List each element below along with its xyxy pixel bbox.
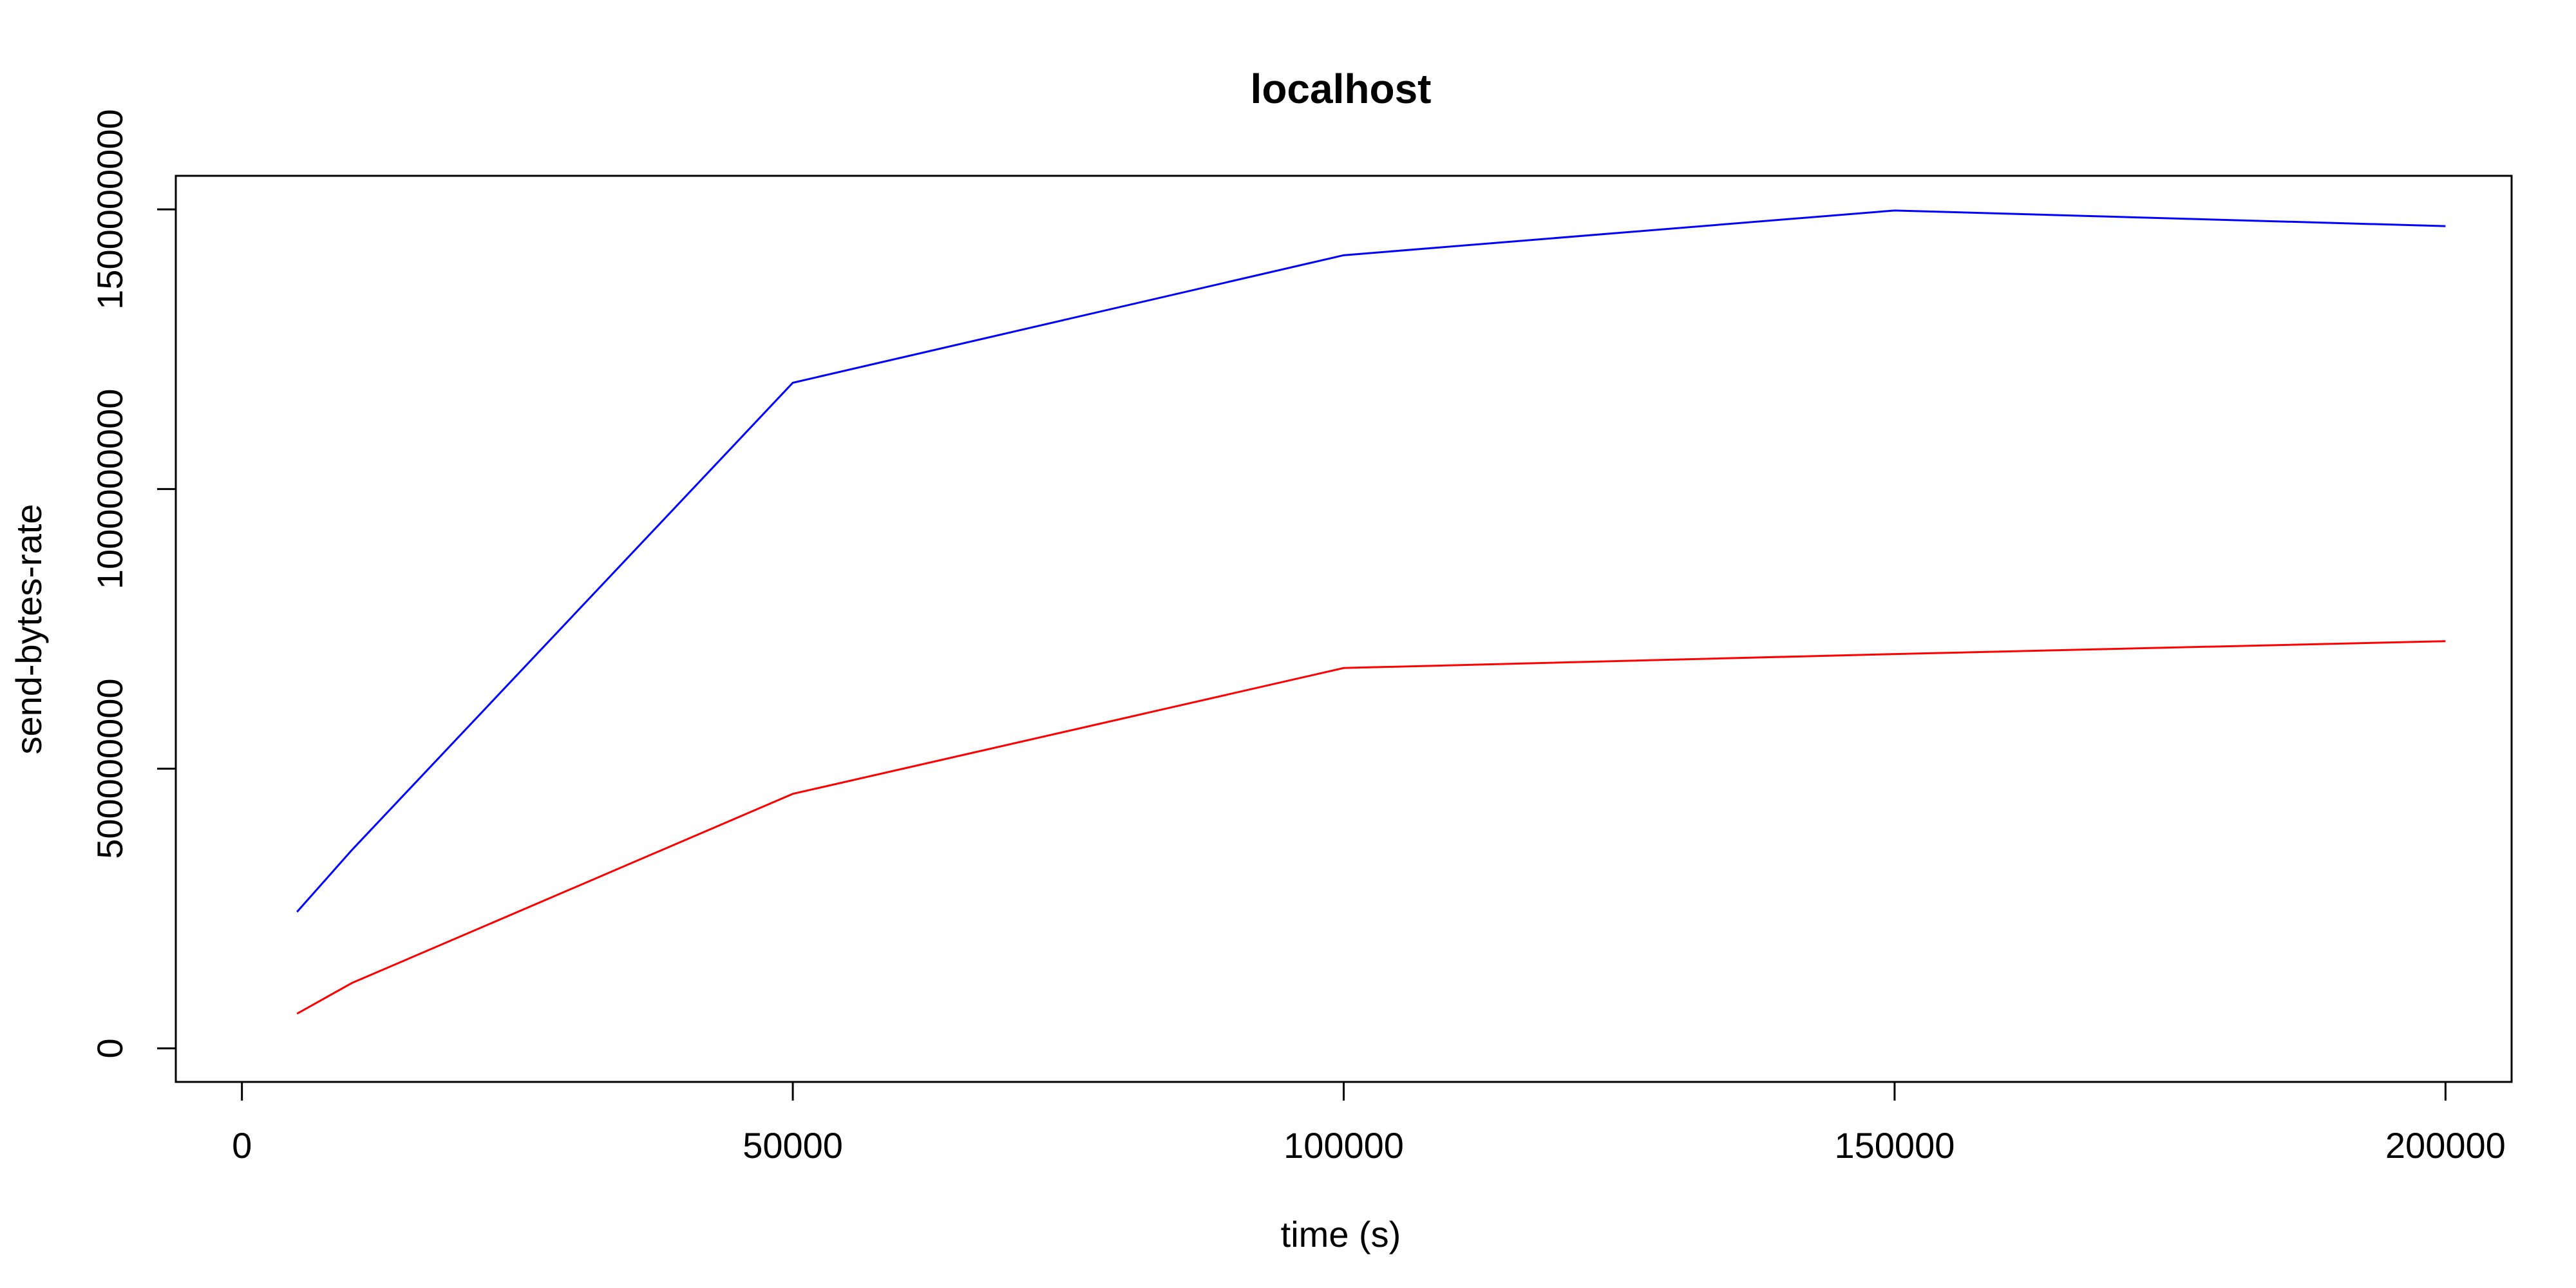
y-tick-label: 0 <box>90 1038 130 1058</box>
series-line-2 <box>296 640 2446 1015</box>
x-axis: 0 50000 100000 150000 200000 <box>232 1081 2506 1166</box>
x-axis-label: time (s) <box>1281 1214 1401 1255</box>
x-tick-label: 0 <box>232 1125 252 1166</box>
series-line-1 <box>296 209 2446 913</box>
y-axis: 0 500000000 1000000000 1500000000 <box>90 109 177 1058</box>
y-tick-label: 500000000 <box>90 678 130 858</box>
y-tick-label: 1000000000 <box>90 389 130 589</box>
chart-title: localhost <box>1251 66 1432 112</box>
x-tick-label: 200000 <box>2385 1125 2506 1166</box>
x-tick-label: 50000 <box>743 1125 843 1166</box>
series-layer <box>296 209 2446 1015</box>
y-axis-label: send-bytes-rate <box>8 504 49 754</box>
x-tick-label: 150000 <box>1834 1125 1955 1166</box>
plot-frame <box>175 175 2513 1083</box>
y-tick-label: 1500000000 <box>90 109 130 309</box>
x-tick-label: 100000 <box>1283 1125 1404 1166</box>
